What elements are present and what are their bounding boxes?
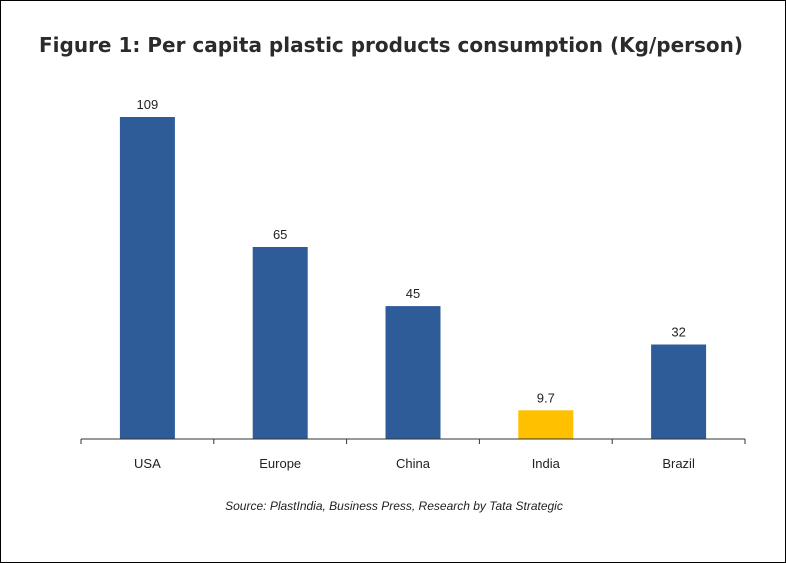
bar-brazil — [651, 344, 707, 439]
tick-label-usa: USA — [134, 456, 161, 471]
bar-usa — [119, 117, 175, 439]
tick-label-china: China — [396, 456, 431, 471]
data-label-china: 45 — [406, 286, 420, 301]
tick-label-europe: Europe — [259, 456, 301, 471]
tick-label-india: India — [532, 456, 561, 471]
data-label-brazil: 32 — [671, 325, 685, 340]
chart-source: Source: PlastIndia, Business Press, Rese… — [225, 499, 563, 513]
data-label-usa: 109 — [137, 97, 159, 112]
data-label-india: 9.7 — [537, 390, 555, 405]
tick-label-brazil: Brazil — [662, 456, 695, 471]
data-label-europe: 65 — [273, 227, 287, 242]
bar-china — [385, 306, 441, 439]
chart-title: Figure 1: Per capita plastic products co… — [39, 33, 744, 57]
bar-europe — [252, 247, 308, 439]
bar-india — [518, 410, 574, 439]
